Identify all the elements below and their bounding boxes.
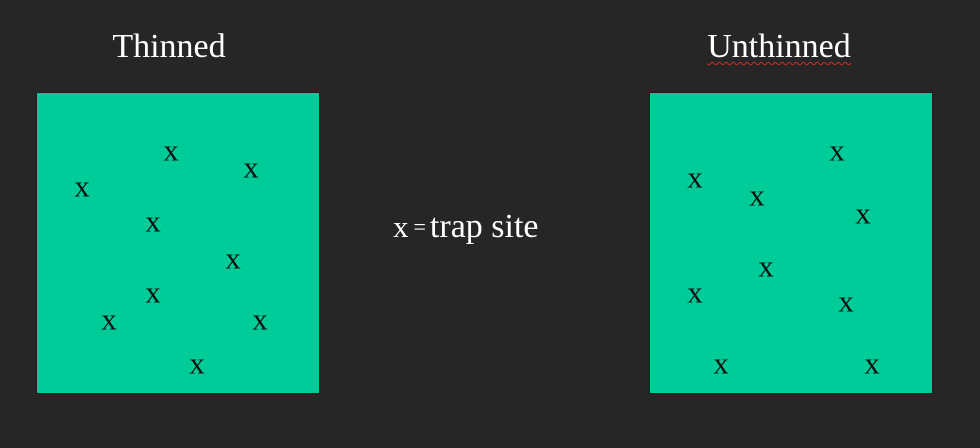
right-trap-site-mark: x [687, 274, 703, 310]
right-trap-site-mark: x [838, 283, 854, 319]
thinned-title-text: Thinned [112, 28, 226, 65]
thinned-title: Thinned [112, 30, 225, 64]
right-trap-site-mark: x [687, 159, 703, 195]
left-trap-site-mark: x [145, 203, 161, 239]
left-trap-site-mark: x [252, 301, 268, 337]
unthinned-title-text: Unthinned [707, 28, 851, 65]
right-trap-site-mark: x [864, 345, 880, 381]
left-trap-site-mark: x [163, 132, 179, 168]
right-trap-site-mark: x [829, 132, 845, 168]
legend-equals: = [413, 214, 426, 239]
left-trap-site-mark: x [189, 345, 205, 381]
right-trap-site-mark: x [713, 345, 729, 381]
left-trap-site-mark: x [101, 301, 117, 337]
right-trap-site-mark: x [758, 248, 774, 284]
left-trap-site-mark: x [145, 274, 161, 310]
left-trap-site-mark: x [243, 149, 259, 185]
right-trap-site-mark: x [749, 177, 765, 213]
legend-symbol: x [393, 209, 409, 244]
right-trap-site-mark: x [855, 195, 871, 231]
legend: x = trap site [393, 210, 539, 244]
unthinned-title: Unthinned [707, 30, 851, 64]
legend-text: trap site [429, 208, 539, 245]
left-trap-site-mark: x [74, 168, 90, 204]
left-trap-site-mark: x [225, 240, 241, 276]
